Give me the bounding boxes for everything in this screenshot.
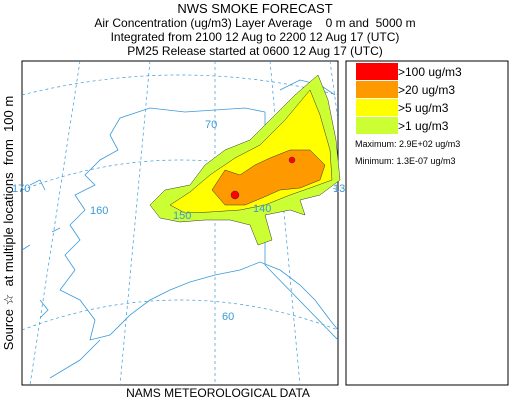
legend-swatch (356, 63, 398, 80)
legend-swatch (356, 117, 398, 134)
legend: Maximum: 2.9E+02 ug/m3 Minimum: 1.3E-07 … (345, 60, 509, 386)
map: 170 160 150 140 130 70 60 (12, 60, 351, 386)
coastline (22, 179, 101, 379)
longitude-label: 140 (253, 203, 271, 215)
latitude-label: 60 (222, 311, 234, 323)
subtitle: Air Concentration (ug/m3) Layer Average … (94, 16, 415, 30)
coastline (59, 107, 338, 341)
maximum: Maximum: 2.9E+02 ug/m3 (355, 139, 460, 149)
title: NWS SMOKE FORECAST (177, 1, 332, 16)
legend-label: >100 ug/m3 (398, 65, 462, 79)
subtitle: PM25 Release started at 0600 12 Aug 17 (… (127, 44, 382, 58)
graticule-labels: 170 160 150 140 130 70 60 (12, 119, 351, 323)
plume (149, 74, 341, 246)
longitude-label: 160 (90, 205, 108, 217)
legend-label: >5 ug/m3 (398, 101, 449, 115)
subtitle: Integrated from 2100 12 Aug to 2200 12 A… (111, 30, 400, 44)
longitude-label: 170 (12, 183, 30, 195)
legend-label: >20 ug/m3 (398, 83, 455, 97)
latitude-label: 70 (205, 119, 217, 131)
graticule (22, 74, 338, 331)
side-label: Source ☆ at multiple locations from 100 … (1, 96, 16, 350)
longitude-label: 150 (173, 210, 191, 222)
legend-swatch (356, 99, 398, 116)
footer: NAMS METEOROLOGICAL DATA (126, 386, 310, 400)
legend-label: >1 ug/m3 (398, 119, 449, 133)
legend-swatch (356, 81, 398, 98)
graticule (29, 61, 338, 385)
minimum: Minimum: 1.3E-07 ug/m3 (355, 156, 456, 166)
